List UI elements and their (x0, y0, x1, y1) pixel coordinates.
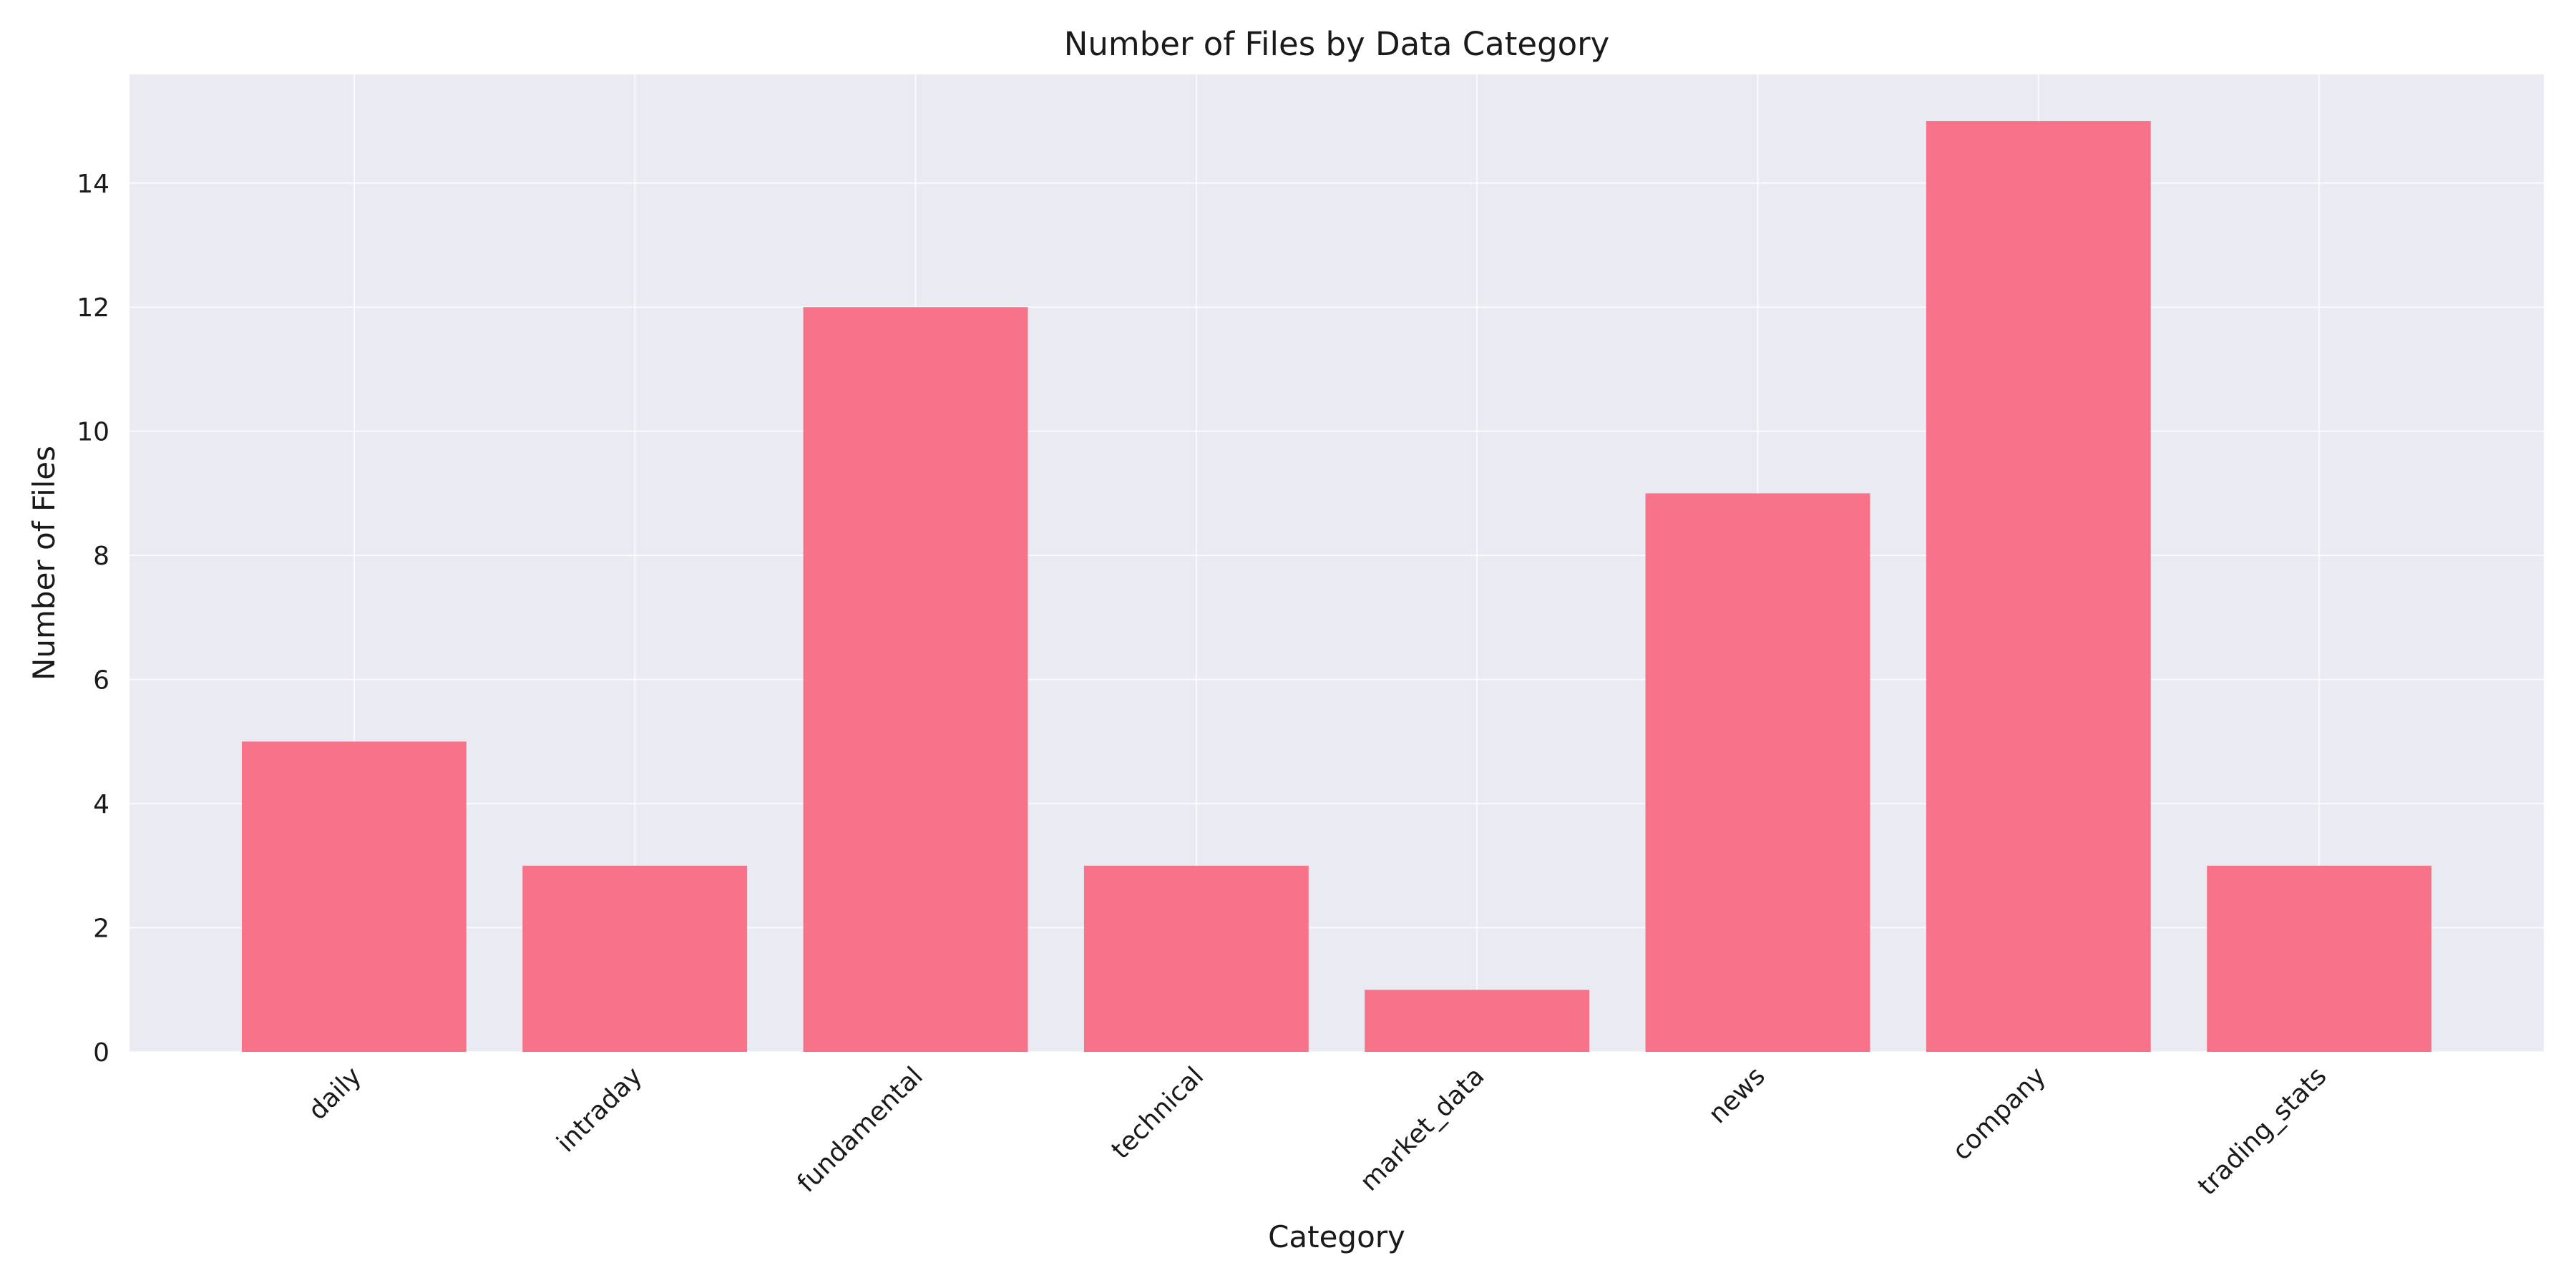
x-axis-label: Category (1268, 1219, 1405, 1254)
y-tick-label: 0 (93, 1038, 109, 1068)
y-tick-label: 2 (93, 914, 109, 944)
bar-company (1926, 121, 2151, 1053)
bar-daily (241, 741, 467, 1052)
bar-news (1645, 493, 1870, 1052)
y-tick-label: 4 (93, 790, 109, 819)
x-tick-label: intraday (551, 1061, 648, 1158)
x-tick-label: news (1703, 1061, 1771, 1129)
x-tick-label: company (1947, 1061, 2051, 1166)
chart-title: Number of Files by Data Category (1064, 25, 1610, 63)
bar-technical (1083, 865, 1309, 1052)
y-tick-label: 12 (77, 293, 109, 323)
x-tick-label: technical (1106, 1061, 1210, 1165)
y-axis-label: Number of Files (26, 446, 62, 680)
bar-intraday (522, 865, 748, 1052)
x-tick-label: fundamental (792, 1061, 929, 1198)
bar-fundamental (803, 307, 1028, 1053)
bar-market-data (1365, 990, 1590, 1052)
y-tick-label: 8 (93, 542, 109, 571)
bars (241, 121, 2432, 1053)
bar-trading-stats (2207, 865, 2432, 1052)
x-tick-labels: daily intraday fundamental technical market_… (303, 1061, 2332, 1201)
plot-area (130, 74, 2544, 1052)
y-tick-label: 14 (77, 170, 109, 199)
x-tick-label: daily (303, 1061, 367, 1126)
y-tick-label: 10 (77, 418, 109, 447)
x-tick-label: market_data (1355, 1061, 1490, 1196)
x-tick-label: trading_stats (2192, 1061, 2332, 1201)
y-tick-labels: 0 2 4 6 8 10 12 14 (77, 170, 109, 1068)
y-tick-label: 6 (93, 666, 109, 696)
